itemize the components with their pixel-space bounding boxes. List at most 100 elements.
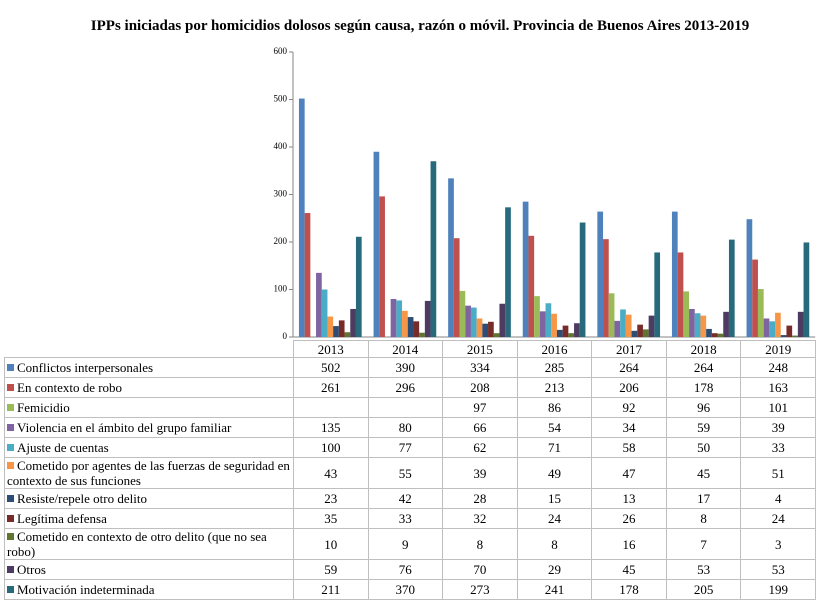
table-value: 55: [367, 457, 444, 489]
legend-key: [7, 404, 14, 411]
bar: [482, 323, 489, 337]
table-value: 23: [292, 488, 369, 509]
bar: [786, 325, 793, 337]
legend-entry: Conflictos interpersonales: [4, 357, 294, 378]
table-value: 8: [665, 508, 742, 529]
table-value: 45: [665, 457, 742, 489]
table-value: 76: [367, 559, 444, 580]
bar: [620, 309, 626, 337]
legend-label: Otros: [17, 562, 46, 577]
table-value: 71: [516, 437, 593, 458]
table-value: 4: [740, 488, 816, 509]
bar: [379, 196, 385, 337]
bar: [350, 308, 356, 337]
table-value: 199: [740, 579, 816, 600]
table-value: 8: [516, 528, 593, 560]
legend-key: [7, 462, 14, 469]
bar: [419, 332, 425, 337]
x-tick-label: 2013: [292, 340, 369, 358]
bar: [625, 314, 632, 337]
legend-entry: Legítima defensa: [4, 508, 294, 529]
table-value: 178: [591, 579, 667, 600]
table-value: 7: [665, 528, 742, 560]
table-value: 285: [516, 357, 593, 378]
table-value: 51: [740, 457, 816, 489]
bar: [803, 242, 810, 337]
bar: [327, 316, 334, 337]
table-value: 35: [292, 508, 369, 529]
legend-label: En contexto de robo: [17, 380, 123, 395]
table-row: Femicidio 97 86 92 96 101: [4, 397, 816, 418]
legend-key: [7, 384, 14, 391]
table-value: 39: [740, 417, 816, 438]
table-value: 390: [367, 357, 444, 378]
x-tick-label: 2015: [442, 340, 518, 358]
bar: [424, 300, 431, 337]
bar: [763, 318, 770, 337]
bar: [407, 317, 414, 337]
bar: [728, 239, 735, 337]
bar: [338, 320, 345, 337]
bar: [545, 303, 552, 337]
legend-entry: Resiste/repele otro delito: [4, 488, 294, 509]
bar: [717, 333, 724, 337]
bar: [298, 98, 305, 337]
table-value: 163: [740, 377, 816, 398]
bar: [333, 326, 339, 337]
legend-key: [7, 364, 14, 371]
legend-entry: Motivación indeterminada: [4, 579, 294, 600]
bar: [476, 318, 483, 337]
bar: [677, 252, 684, 337]
bar: [344, 332, 351, 337]
table-value: 66: [442, 417, 518, 438]
bar: [488, 321, 494, 337]
table-row: Ajuste de cuentas 100 77 62 71 58 50 33: [4, 437, 816, 458]
bar: [706, 328, 712, 337]
table-value: 34: [591, 417, 667, 438]
bar: [723, 311, 729, 337]
bar: [689, 308, 695, 337]
bar: [459, 290, 466, 337]
bar: [603, 239, 609, 337]
table-value: 205: [665, 579, 742, 600]
table-value: 264: [665, 357, 742, 378]
bar: [683, 291, 690, 337]
legend-label: Resiste/repele otro delito: [17, 491, 147, 506]
table-value: 54: [516, 417, 593, 438]
table-value: 261: [292, 377, 369, 398]
legend-key: [7, 566, 14, 573]
table-value: 53: [740, 559, 816, 580]
table-value: 97: [442, 397, 518, 418]
legend-key: [7, 533, 14, 540]
bar: [757, 289, 764, 337]
bar: [579, 222, 586, 337]
legend-label: Cometido por agentes de las fuerzas de s…: [7, 458, 290, 488]
table-value: 49: [516, 457, 593, 489]
bar: [775, 312, 781, 337]
table-row: Violencia en el ámbito del grupo familia…: [4, 417, 816, 438]
data-table: 2013 2014 2015 2016 2017 2018 2019 Conflictos i…: [4, 340, 816, 600]
bar: [746, 219, 753, 337]
table-value: 33: [367, 508, 444, 529]
bar: [631, 330, 638, 337]
bar: [648, 315, 655, 337]
table-value: 273: [442, 579, 518, 600]
table-row: Cometido por agentes de las fuerzas de s…: [4, 457, 816, 489]
table-value: 70: [442, 559, 518, 580]
bar: [608, 293, 615, 337]
bar: [390, 299, 397, 337]
legend-key: [7, 444, 14, 451]
bar: [614, 320, 621, 337]
table-value: 211: [292, 579, 369, 600]
chart-title: IPPs iniciadas por homicidios dolosos se…: [90, 18, 750, 34]
table-value: 47: [591, 457, 667, 489]
table-value: 8: [442, 528, 518, 560]
legend-key: [7, 586, 14, 593]
table-value: 39: [442, 457, 518, 489]
bar: [493, 333, 500, 337]
table-value: 370: [367, 579, 444, 600]
bar: [711, 333, 718, 337]
table-row: Otros 59 76 70 29 45 53 53: [4, 559, 816, 580]
